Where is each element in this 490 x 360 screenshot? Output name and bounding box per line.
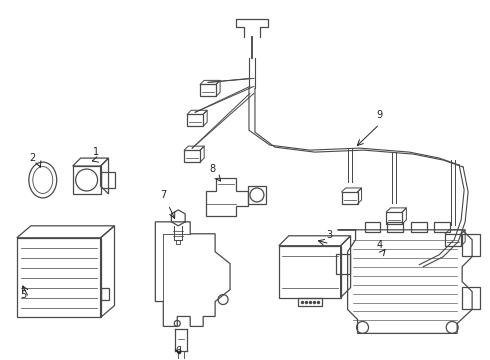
Text: 5: 5: [20, 289, 26, 300]
Bar: [187, 114, 203, 126]
Text: 2: 2: [30, 153, 36, 163]
Bar: [184, 150, 200, 162]
Bar: [462, 234, 480, 256]
Text: 8: 8: [209, 164, 215, 174]
Text: 6: 6: [175, 346, 181, 356]
Text: 4: 4: [376, 240, 383, 250]
Text: 9: 9: [376, 110, 383, 120]
Bar: [387, 212, 402, 224]
Bar: [248, 186, 266, 204]
Bar: [462, 287, 480, 309]
Bar: [445, 234, 461, 246]
Text: 1: 1: [93, 147, 98, 157]
Text: 3: 3: [327, 230, 333, 240]
Bar: [298, 298, 322, 306]
Bar: [73, 166, 100, 194]
Bar: [434, 222, 450, 232]
Text: 7: 7: [160, 190, 167, 200]
Bar: [336, 254, 349, 274]
Bar: [100, 288, 108, 300]
Bar: [342, 192, 358, 204]
Bar: [412, 222, 427, 232]
Bar: [365, 222, 380, 232]
Bar: [200, 84, 216, 96]
Bar: [100, 172, 115, 188]
Bar: [17, 238, 100, 318]
Bar: [388, 222, 403, 232]
Bar: [279, 246, 341, 298]
